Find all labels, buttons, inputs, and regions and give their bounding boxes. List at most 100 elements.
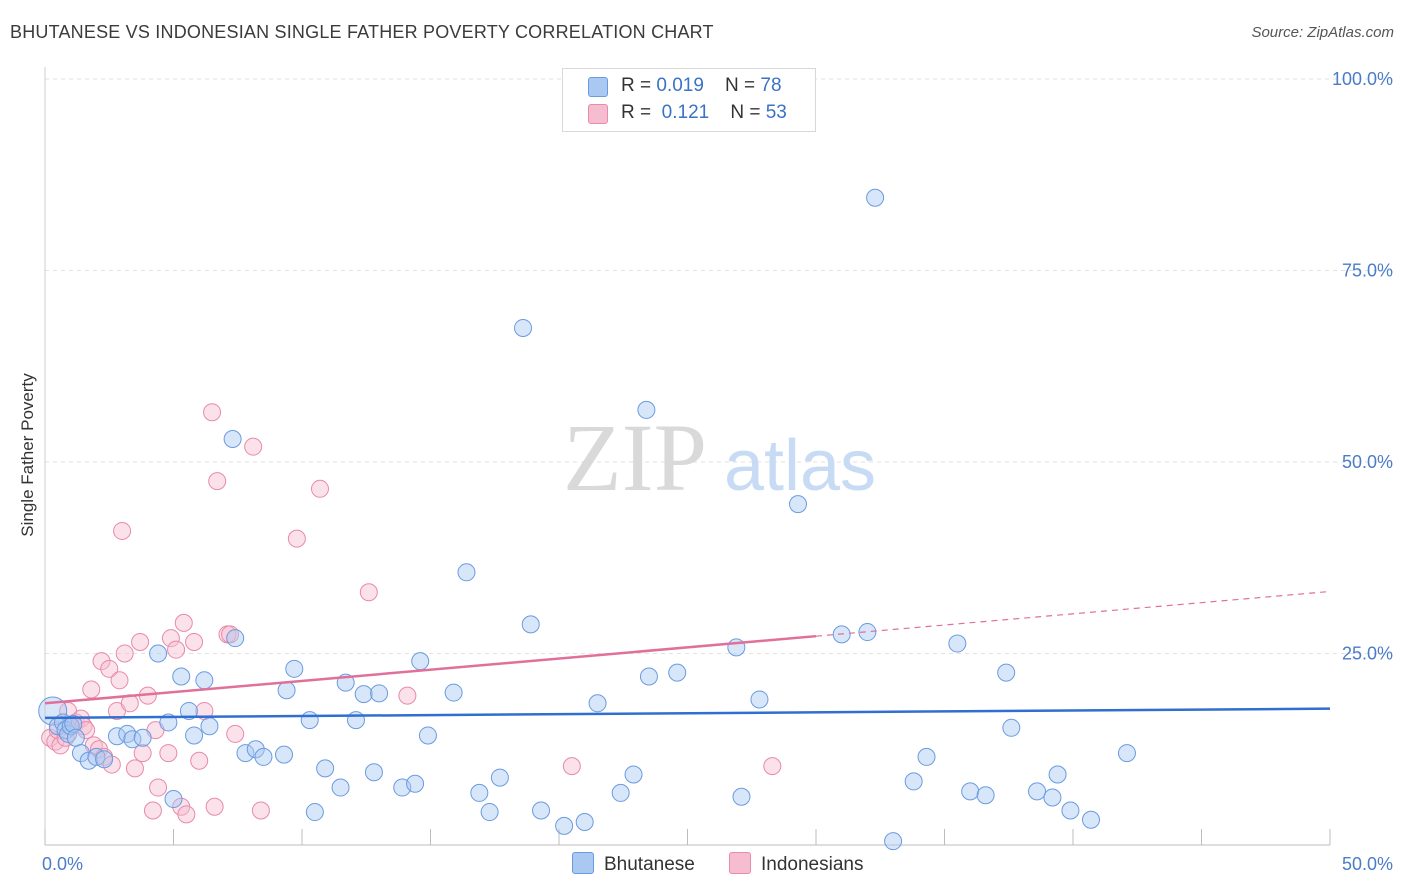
bhutanese-point (884, 832, 903, 851)
bhutanese-point (1048, 765, 1067, 784)
indonesian-point (177, 805, 196, 824)
watermark-zip: ZIP (563, 404, 707, 511)
bhutanese-point (997, 663, 1016, 682)
bhutanese-point (588, 694, 607, 713)
bhutanese-point (66, 728, 85, 747)
indonesian-point (143, 801, 162, 820)
bhutanese-point (354, 685, 373, 704)
bhutanese-point (300, 711, 319, 730)
bhutanese-point (732, 787, 751, 806)
indonesian-point (226, 724, 245, 743)
y-tick-label: 25.0% (1342, 644, 1393, 664)
bhutanese-point (904, 772, 923, 791)
chart-title: BHUTANESE VS INDONESIAN SINGLE FATHER PO… (10, 22, 714, 42)
y-tick-label: 75.0% (1342, 261, 1393, 281)
bhutanese-point (1061, 801, 1080, 820)
bhutanese-point (961, 782, 980, 801)
legend-r-value: 0.121 (661, 102, 710, 123)
watermark: ZIP atlas (563, 404, 876, 511)
indonesian-point (562, 757, 581, 776)
bhutanese-point (331, 778, 350, 797)
indonesian-point (92, 652, 111, 671)
bhutanese-point (1081, 810, 1100, 829)
bhutanese-point (226, 629, 245, 648)
bhutanese-point (172, 667, 191, 686)
bhutanese-point (917, 747, 936, 766)
bhutanese-point (575, 813, 594, 832)
indonesian-point (398, 686, 417, 705)
bhutanese-point (444, 683, 463, 702)
bhutanese-point (346, 711, 365, 730)
legend-r-value: 0.019 (656, 75, 704, 96)
indonesian-point (185, 633, 204, 652)
bhutanese-point (406, 774, 425, 793)
axes (44, 67, 1331, 846)
bhutanese-point (532, 801, 551, 820)
indonesian-point (174, 613, 193, 632)
bhutanese-point (275, 745, 294, 764)
bhutanese-point (457, 563, 476, 582)
indonesian-point (208, 472, 227, 491)
bhutanese-point (71, 744, 90, 763)
legend-n-label: N = (730, 102, 766, 123)
bhutanese-point (470, 783, 489, 802)
bhutanese-point (1117, 744, 1136, 763)
bhutanese-point (370, 684, 389, 703)
bhutanese-point (236, 744, 255, 763)
bhutanese-point (1028, 782, 1047, 801)
bhutanese-point (246, 740, 265, 759)
indonesian-point (763, 757, 782, 776)
bhutanese-point (789, 495, 808, 514)
indonesian-point (161, 629, 180, 648)
bhutanese-point (1002, 718, 1021, 737)
bhutanese-point (948, 634, 967, 653)
indonesian-point (251, 801, 270, 820)
bhutanese-point (514, 318, 533, 337)
bhutanese-point (133, 728, 152, 747)
bhutanese-point (200, 717, 219, 736)
bhutanese-point (490, 768, 509, 787)
bhutanese-point (555, 816, 574, 835)
tick-labels: 25.0% 50.0% 75.0% 100.0% 0.0% 50.0% (42, 69, 1393, 874)
bottom-legend-indonesians: Indonesians (729, 852, 863, 876)
grid-lines (45, 78, 1392, 654)
bhutanese-point (521, 615, 540, 634)
bhutanese-point (624, 765, 643, 784)
bhutanese-point (750, 690, 769, 709)
x-tick-label: 50.0% (1342, 854, 1393, 874)
legend-n-value: 53 (765, 102, 787, 123)
indonesian-point (100, 659, 119, 678)
y-tick-label: 100.0% (1332, 69, 1393, 89)
bhutanese-point (149, 644, 168, 663)
bhutanese-point (668, 663, 687, 682)
bhutanese-point (976, 786, 995, 805)
bhutanese-points (38, 188, 1136, 851)
bhutanese-point (866, 188, 885, 207)
bhutanese-point (223, 430, 242, 449)
indonesian-point (190, 751, 209, 770)
bhutanese-point (285, 659, 304, 678)
bottom-legend-bhutanese: Bhutanese (572, 852, 695, 876)
legend-box: R = 0.019 N = 78 R = 0.121 N = 53 (562, 68, 816, 132)
bhutanese-point (195, 671, 214, 690)
bhutanese-point (611, 783, 630, 802)
bhutanese-point (305, 803, 324, 822)
legend-n-label: N = (725, 75, 761, 96)
indonesian-point (203, 403, 222, 422)
indonesian-point (205, 797, 224, 816)
bhutanese-point (254, 747, 273, 766)
bhutanese-point (364, 763, 383, 782)
bottom-legend-swatch-bhutanese (572, 852, 594, 874)
bhutanese-point (316, 759, 335, 778)
indonesian-point (133, 744, 152, 763)
indonesian-trend-extension (815, 590, 1331, 637)
legend-n-value: 78 (760, 75, 782, 96)
bhutanese-point (418, 726, 437, 745)
indonesian-point (131, 633, 150, 652)
bhutanese-point (118, 724, 137, 743)
bhutanese-point (637, 400, 656, 419)
indonesian-point (82, 680, 101, 699)
watermark-atlas: atlas (724, 426, 876, 506)
indonesian-point (167, 640, 186, 659)
